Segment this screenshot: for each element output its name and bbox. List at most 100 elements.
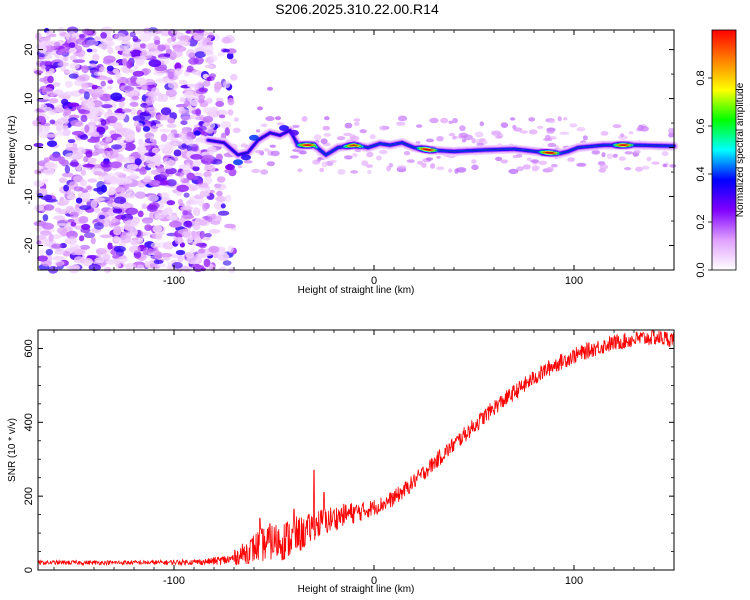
noise-blob: [158, 181, 170, 186]
noise-blob: [211, 159, 223, 165]
noise-blob: [162, 253, 171, 261]
noise-blob: [222, 260, 232, 266]
noise-blob: [156, 263, 167, 268]
noise-blob: [144, 78, 156, 86]
colorbar-tick-label: 0.6: [695, 118, 707, 133]
noise-blob: [612, 124, 622, 129]
noise-blob: [166, 265, 173, 270]
noise-blob: [84, 259, 92, 267]
noise-blob: [175, 249, 186, 256]
noise-blob: [57, 61, 70, 67]
noise-blob: [175, 191, 183, 197]
noise-blob: [92, 53, 100, 62]
signal-blob: [279, 124, 289, 131]
noise-blob: [79, 244, 91, 250]
noise-blob: [128, 133, 136, 139]
noise-blob: [227, 245, 234, 254]
noise-blob: [139, 112, 152, 121]
noise-blob: [549, 119, 555, 124]
y-tick-label: 10: [23, 92, 35, 104]
noise-blob: [63, 91, 74, 97]
noise-blob: [255, 129, 261, 133]
noise-blob: [448, 132, 456, 137]
noise-blob: [599, 164, 609, 170]
noise-blob: [137, 210, 144, 218]
noise-blob: [96, 126, 105, 133]
noise-blob: [237, 165, 243, 169]
noise-blob: [107, 47, 114, 54]
noise-blob: [216, 215, 222, 223]
noise-blob: [108, 194, 116, 200]
noise-blob: [289, 155, 299, 159]
noise-blob: [612, 153, 618, 158]
noise-blob: [93, 71, 103, 76]
noise-blob: [662, 163, 667, 168]
noise-blob: [58, 199, 70, 205]
noise-blob: [48, 98, 59, 104]
noise-blob: [91, 131, 100, 138]
noise-blob: [193, 233, 200, 238]
noise-blob: [46, 140, 58, 147]
noise-blob: [567, 157, 575, 162]
noise-blob: [479, 121, 484, 127]
noise-blob: [154, 123, 164, 128]
noise-blob: [177, 198, 184, 206]
noise-blob: [100, 32, 107, 39]
noise-blob: [180, 120, 188, 126]
x-tick-label: 0: [371, 575, 377, 587]
noise-blob: [379, 125, 389, 131]
noise-blob: [78, 216, 89, 224]
noise-blob: [93, 197, 105, 202]
noise-blob: [264, 148, 270, 152]
noise-blob: [65, 205, 75, 212]
noise-blob: [155, 159, 162, 167]
noise-blob: [160, 28, 171, 37]
noise-blob: [183, 192, 190, 198]
noise-blob: [185, 162, 191, 172]
noise-blob: [526, 157, 532, 162]
noise-blob: [109, 161, 122, 169]
noise-blob: [350, 170, 358, 174]
noise-blob: [35, 225, 43, 233]
noise-blob: [65, 32, 71, 40]
noise-blob: [149, 136, 155, 143]
noise-blob: [52, 215, 66, 220]
noise-blob: [203, 80, 211, 87]
noise-blob: [153, 246, 159, 255]
noise-blob: [224, 169, 231, 174]
noise-blob: [60, 230, 68, 237]
noise-blob: [202, 107, 213, 114]
noise-blob: [217, 253, 230, 261]
noise-blob: [76, 37, 88, 45]
noise-blob: [148, 202, 160, 209]
noise-blob: [47, 75, 54, 84]
noise-blob: [202, 203, 208, 212]
noise-blob: [330, 159, 337, 163]
noise-blob: [150, 242, 161, 249]
noise-blob: [128, 245, 141, 253]
noise-blob: [227, 109, 234, 116]
noise-blob: [474, 131, 484, 138]
noise-blob: [106, 115, 118, 124]
noise-blob: [429, 117, 439, 124]
noise-blob: [165, 89, 177, 98]
colorbar: 0.0 0.2 0.4 0.6 0.8 Normalized spectral ampl…: [695, 29, 746, 278]
noise-blob: [265, 116, 275, 122]
noise-blob: [45, 30, 54, 36]
noise-blob: [150, 169, 160, 175]
noise-blob: [240, 143, 248, 148]
noise-blob: [243, 160, 253, 164]
noise-blob: [185, 201, 192, 207]
noise-blob: [448, 120, 454, 125]
noise-blob: [600, 131, 609, 136]
noise-blob: [198, 94, 206, 101]
noise-blob: [81, 223, 91, 230]
noise-blob: [344, 122, 353, 129]
noise-blob: [88, 125, 97, 130]
noise-blob: [167, 81, 179, 89]
noise-blob: [84, 124, 90, 133]
colorbar-tick-label: 0.4: [695, 166, 707, 181]
noise-blob: [436, 155, 441, 159]
noise-blob: [257, 106, 263, 111]
